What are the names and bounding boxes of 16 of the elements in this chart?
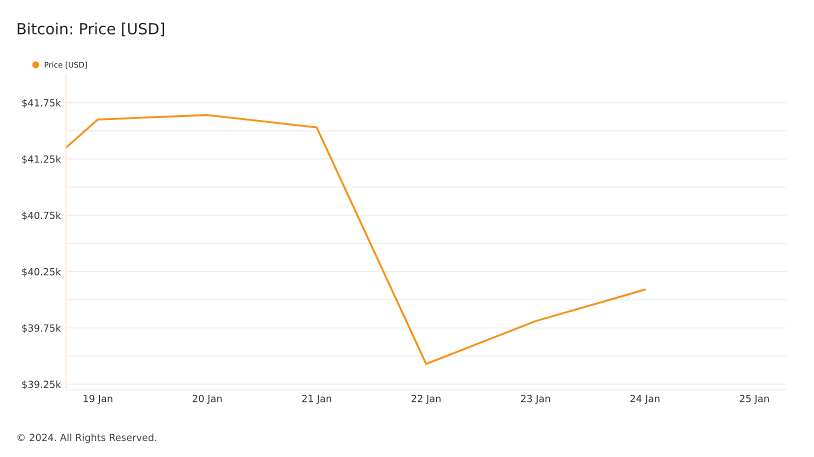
y-tick-label: $40.25k — [22, 268, 62, 277]
x-tick-label: 21 Jan — [302, 394, 332, 404]
x-tick-label: 25 Jan — [740, 394, 769, 404]
x-tick-label: 20 Jan — [192, 394, 222, 404]
y-tick-label: $40.75k — [22, 212, 62, 220]
x-tick-label: 23 Jan — [521, 394, 550, 404]
x-tick-label: 22 Jan — [412, 394, 441, 404]
text: © 2024. All Rights Reserved. — [18, 434, 156, 444]
y-tick-label: $41.75k — [22, 98, 62, 108]
y-tick-label: $41.25k — [22, 155, 62, 164]
line-series — [66, 114, 646, 365]
y-tick-label: $39.25k — [22, 380, 62, 390]
x-tick-label: 24 Jan — [630, 394, 660, 404]
y-tick-label: $39.75k — [22, 324, 62, 334]
chart-title: Bitcoin: Price [USD] — [18, 22, 164, 36]
x-tick-label: 19 Jan — [84, 394, 112, 404]
